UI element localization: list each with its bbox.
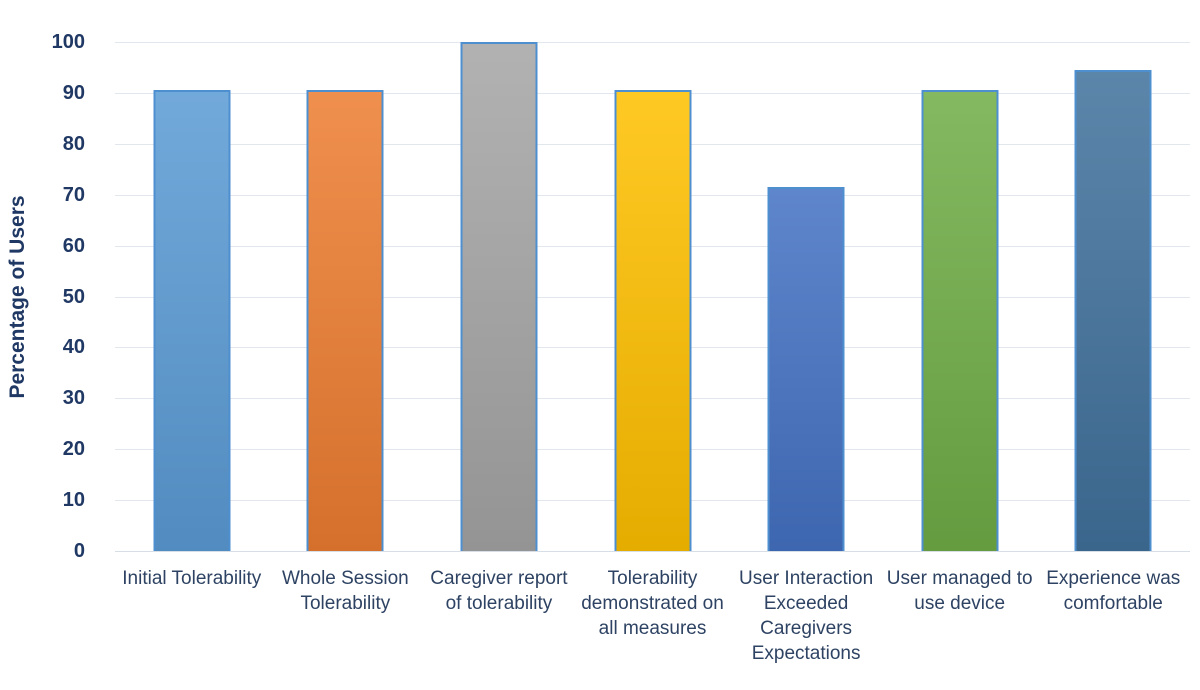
- x-axis-line: [115, 551, 1190, 552]
- bar-6: [921, 90, 999, 551]
- bar-slot-3: [422, 42, 576, 551]
- category-label-6: User managed to use device: [886, 568, 1033, 615]
- category-label-7: Experience was comfortable: [1046, 568, 1181, 615]
- bar-slot-2: [269, 42, 423, 551]
- bars-row: [115, 42, 1190, 551]
- bar-5: [767, 187, 845, 551]
- gridline-y-100: [115, 42, 1190, 43]
- bar-4: [614, 90, 692, 551]
- category-label-3: Caregiver report of tolerability: [430, 568, 568, 615]
- bar-7: [1074, 70, 1152, 551]
- bar-slot-7: [1036, 42, 1190, 551]
- x-axis-category-labels: Initial Tolerability Whole Session Tolera…: [115, 566, 1190, 666]
- y-tick-label-60: 60: [62, 234, 85, 257]
- y-tick-label-0: 0: [73, 540, 85, 562]
- bar-slot-4: [576, 42, 730, 551]
- bar-3: [460, 42, 538, 551]
- y-tick-label-10: 10: [62, 489, 85, 512]
- bar-1: [153, 90, 231, 551]
- bar-2: [306, 90, 384, 551]
- y-tick-label-30: 30: [62, 387, 85, 410]
- category-label-1: Initial Tolerability: [122, 568, 262, 589]
- y-tick-label-20: 20: [62, 438, 85, 461]
- y-tick-label-40: 40: [62, 336, 85, 359]
- y-tick-label-70: 70: [62, 183, 85, 206]
- y-tick-label-50: 50: [62, 285, 85, 308]
- y-tick-label-100: 100: [51, 31, 85, 53]
- y-tick-label-90: 90: [62, 81, 85, 104]
- bar-slot-1: [115, 42, 269, 551]
- bar-slot-6: [883, 42, 1037, 551]
- category-label-5: User Interaction Exceeded Caregivers Exp…: [739, 568, 874, 665]
- y-tick-label-80: 80: [62, 132, 85, 155]
- category-label-2: Whole Session Tolerability: [282, 568, 409, 615]
- bar-slot-5: [729, 42, 883, 551]
- plot-area: 0 10 20 30 40 50 60 70 80 90 100: [52, 32, 1190, 561]
- category-label-4: Tolerability demonstrated on all measure…: [581, 568, 724, 640]
